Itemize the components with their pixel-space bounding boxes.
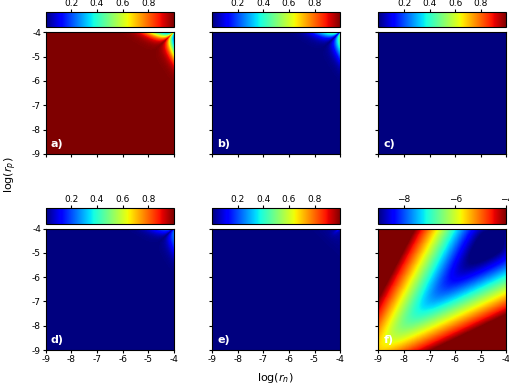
Text: f): f) xyxy=(384,335,394,345)
Text: d): d) xyxy=(51,335,64,345)
Text: b): b) xyxy=(217,139,230,149)
Text: log($r_p$): log($r_p$) xyxy=(3,157,19,193)
Text: c): c) xyxy=(384,139,395,149)
Text: log($r_n$): log($r_n$) xyxy=(257,371,293,385)
Text: e): e) xyxy=(217,335,230,345)
Text: a): a) xyxy=(51,139,64,149)
